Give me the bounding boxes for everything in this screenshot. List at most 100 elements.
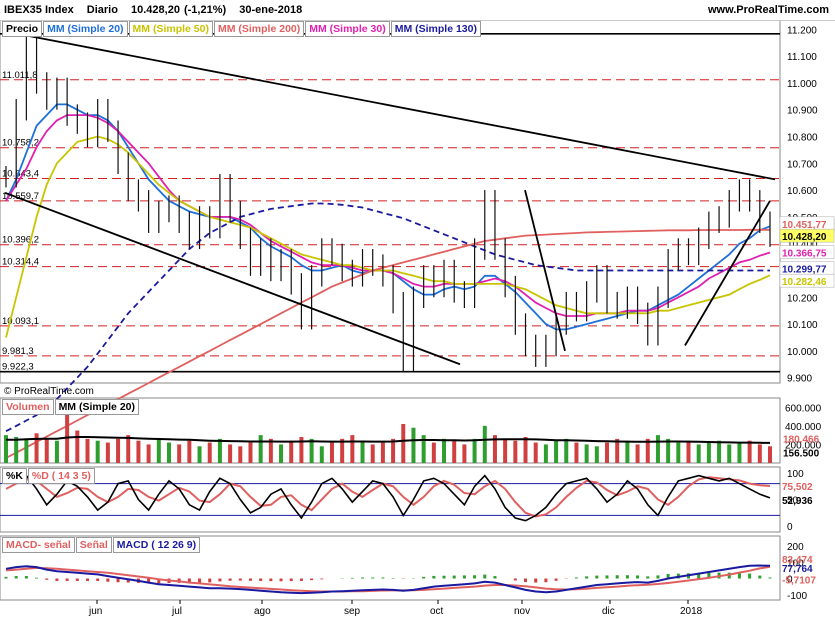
legend-vol-mm20[interactable]: MM (Simple 20) <box>54 399 139 415</box>
macd-hist-bar <box>126 578 130 583</box>
key-level-label: 10.559,7 <box>2 191 39 202</box>
volume-bar <box>625 440 630 463</box>
macd-hist-bar <box>259 578 263 581</box>
last-price-label: 10.428,20 <box>131 4 180 16</box>
legend-mm30[interactable]: MM (Simple 30) <box>305 21 390 37</box>
series-mm-simple-130- <box>5 202 770 432</box>
volume-bar <box>727 444 732 463</box>
stoch-value-label: 52,936 <box>782 496 813 507</box>
volume-bar <box>431 442 436 463</box>
volume-bar <box>95 440 100 463</box>
legend-d[interactable]: %D ( 14 3 5) <box>27 468 95 484</box>
volume-bar <box>543 444 548 463</box>
volume-bar <box>187 440 192 463</box>
volume-bar <box>248 442 253 463</box>
macd-hist-bar <box>198 578 202 583</box>
volume-bar <box>564 438 569 463</box>
key-level-label: 10.643,4 <box>2 168 39 179</box>
macd-axis-label: 200 <box>787 542 804 553</box>
volume-bar <box>574 442 579 463</box>
volume-bar <box>85 438 90 463</box>
legend-k[interactable]: %K <box>2 468 27 484</box>
legend-precio[interactable]: Precio <box>2 21 43 37</box>
legend-mm130[interactable]: MM (Simple 130) <box>390 21 481 37</box>
price-axis-label: 10.200 <box>787 293 818 304</box>
site-label[interactable]: www.ProRealTime.com <box>707 4 829 16</box>
price-axis-label: 10.900 <box>787 106 818 117</box>
macd-hist-bar <box>748 573 752 579</box>
macd-hist-bar <box>75 578 79 581</box>
volume-bar <box>768 446 772 463</box>
volume-bar <box>166 442 171 463</box>
macd-hist-bar <box>371 577 375 579</box>
macd-hist-bar <box>85 578 89 581</box>
symbol-label[interactable]: IBEX35 Index <box>4 4 74 16</box>
macd-hist-bar <box>299 578 303 581</box>
legend-mm200[interactable]: MM (Simple 200) <box>213 21 305 37</box>
volume-bar <box>54 440 59 463</box>
x-axis-label: nov <box>514 606 530 617</box>
macd-hist-bar <box>625 575 629 579</box>
volume-bar <box>686 440 691 463</box>
legend-mm20[interactable]: MM (Simple 20) <box>43 21 128 37</box>
key-level-label: 10.314,4 <box>2 257 39 268</box>
volume-bar <box>411 427 416 463</box>
price-value-label: 10.451,77 <box>782 220 827 231</box>
series-mm-simple-200- <box>5 228 770 459</box>
volume-bar <box>238 446 243 463</box>
volume-bar <box>177 444 182 463</box>
volume-bar <box>533 442 538 463</box>
macd-hist-bar <box>269 578 273 582</box>
volume-bar <box>197 446 202 463</box>
volume-bar <box>482 425 487 463</box>
legend-macd-senal[interactable]: MACD- señal <box>2 537 75 553</box>
volume-bar <box>442 438 447 463</box>
volume-bar <box>44 438 49 463</box>
volume-bar <box>156 438 161 463</box>
price-panel <box>0 19 781 384</box>
macd-hist-bar <box>157 578 161 584</box>
volume-bar <box>4 435 8 463</box>
macd-hist-bar <box>554 578 558 581</box>
legend-mm50[interactable]: MM (Simple 50) <box>128 21 213 37</box>
macd-hist-bar <box>758 575 762 579</box>
volume-bar <box>452 440 457 463</box>
macd-hist-bar <box>116 578 120 583</box>
macd-hist-bar <box>442 575 446 579</box>
macd-axis-label: 100 <box>787 558 804 569</box>
macd-hist-bar <box>279 578 283 582</box>
copyright-note: © ProRealTime.com <box>4 386 94 397</box>
volume-bar <box>717 440 722 463</box>
x-axis-label: oct <box>430 606 444 617</box>
key-level-label: 10.758,2 <box>2 138 39 149</box>
price-axis-label: 11.000 <box>787 79 817 90</box>
period-label[interactable]: Diario <box>86 4 118 16</box>
legend-macd[interactable]: MACD ( 12 26 9) <box>112 537 201 553</box>
volume-bar <box>554 440 559 463</box>
legend-volumen[interactable]: Volumen <box>2 399 54 415</box>
volume-bar <box>75 430 80 463</box>
key-level-label: 9.922,3 <box>2 362 34 373</box>
macd-value-label: 77,764 <box>782 564 813 575</box>
macd-hist-bar <box>513 578 517 581</box>
price-value-tag <box>779 245 835 259</box>
macd-hist-bar <box>422 576 426 579</box>
macd-hist-bar <box>238 578 242 581</box>
macd-hist-bar <box>452 575 456 579</box>
volume-bar <box>676 442 681 463</box>
macd-axis-label: 0 <box>787 575 793 586</box>
volume-bar <box>605 442 610 463</box>
volume-axis-label: 400.000 <box>785 422 822 433</box>
price-axis-label: 10.000 <box>787 347 818 358</box>
macd-hist-bar <box>646 576 650 579</box>
macd-value-label: 83,474 <box>782 555 813 566</box>
macd-hist-bar <box>483 574 487 579</box>
date-label: 30-ene-2018 <box>239 4 303 16</box>
legend-senal[interactable]: Señal <box>75 537 112 553</box>
chart-header: IBEX35 Index Diario 10.428,20 (-1,21%) 30… <box>0 0 835 21</box>
x-axis-label: jun <box>88 606 102 617</box>
volume-bar <box>329 442 334 463</box>
macd-hist-bar <box>636 575 640 579</box>
price-value-label: 10.366,75 <box>782 249 827 260</box>
